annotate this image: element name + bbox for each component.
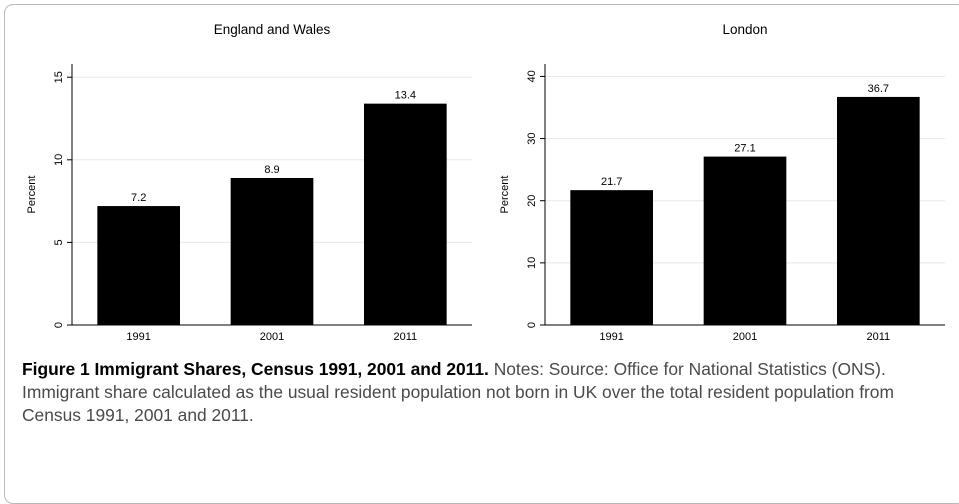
y-tick-label: 0 <box>53 322 65 328</box>
bar-value-label: 7.2 <box>131 192 146 204</box>
y-axis-label: Percent <box>26 176 38 214</box>
chart-england-wales: England and Wales 0 5 10 15 Percent 7.2 1991 8.9… <box>26 22 472 343</box>
bar-1991 <box>570 190 653 325</box>
y-tick-label: 5 <box>53 239 65 245</box>
y-tick-label: 10 <box>526 257 538 269</box>
y-tick-label: 40 <box>526 70 538 82</box>
y-tick-label: 20 <box>526 195 538 207</box>
bar-2001 <box>703 156 787 325</box>
y-tick-label: 10 <box>53 154 65 166</box>
bar-value-label: 36.7 <box>868 83 889 95</box>
x-tick-label: 2001 <box>733 331 757 343</box>
y-tick-label: 15 <box>53 71 65 83</box>
bar-2001 <box>230 177 314 325</box>
chart-title: England and Wales <box>214 22 331 37</box>
chart-title: London <box>722 22 767 37</box>
caption-title: Figure 1 Immigrant Shares, Census 1991, … <box>22 359 489 379</box>
y-tick-label: 30 <box>526 132 538 144</box>
y-axis-label: Percent <box>499 176 511 214</box>
caption-notes: Notes: Source: Office for National Stati… <box>22 359 894 425</box>
chart-london: London 0 10 20 30 40 Percent 21.7 1991 27.1 2001 36… <box>499 22 945 343</box>
bar-value-label: 8.9 <box>264 164 279 176</box>
x-tick-label: 1991 <box>126 331 150 343</box>
x-tick-label: 2011 <box>394 331 418 343</box>
bar-2011 <box>837 96 920 325</box>
bar-2011 <box>364 103 447 325</box>
x-tick-label: 1991 <box>599 331 623 343</box>
figure-caption: Figure 1 Immigrant Shares, Census 1991, … <box>22 358 952 427</box>
bar-value-label: 27.1 <box>734 143 755 155</box>
bar-value-label: 13.4 <box>395 90 416 102</box>
x-tick-label: 2011 <box>867 331 891 343</box>
x-tick-label: 2001 <box>260 331 284 343</box>
bar-value-label: 21.7 <box>601 176 622 188</box>
y-tick-label: 0 <box>526 322 538 328</box>
bar-1991 <box>97 206 180 325</box>
